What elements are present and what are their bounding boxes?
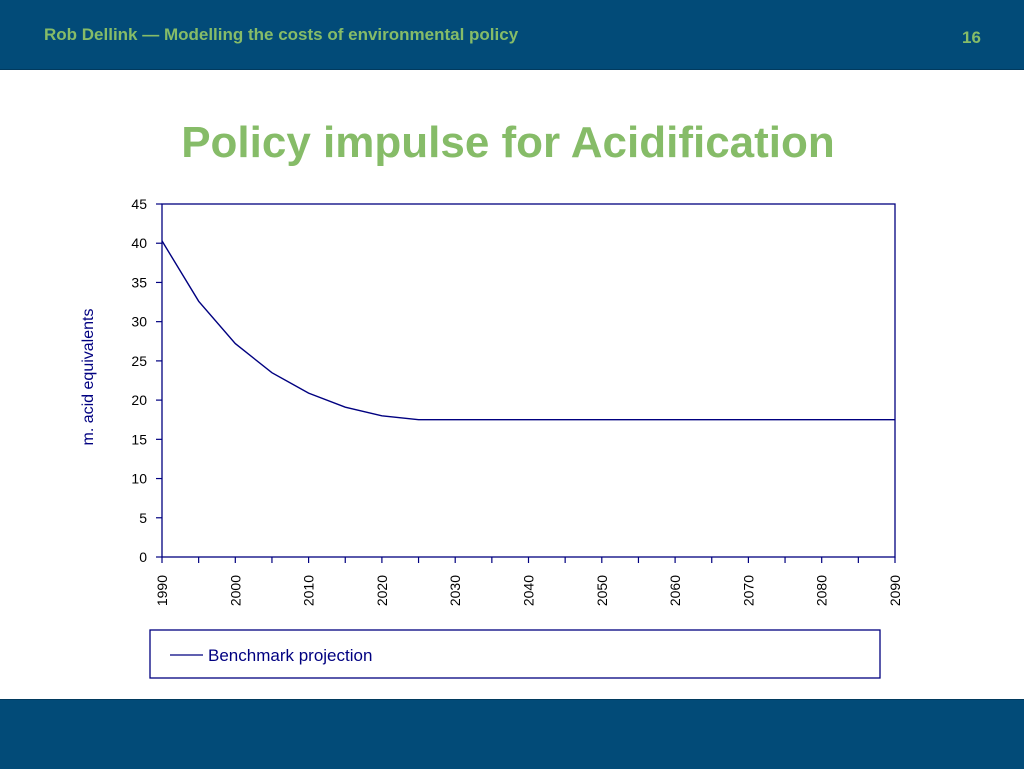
x-tick-label: 2030 (447, 575, 463, 606)
plot-area (161, 203, 896, 558)
x-tick-label: 2080 (814, 575, 830, 606)
x-tick-label: 2000 (227, 575, 243, 606)
x-axis: 1990 2000 2010 2020 2030 2040 2050 2060 2070 2080… (154, 557, 903, 606)
y-tick-label: 15 (131, 431, 147, 447)
y-tick-label: 0 (139, 549, 147, 565)
presentation-title: Rob Dellink — Modelling the costs of env… (44, 25, 519, 44)
y-axis: 0 5 10 15 20 25 30 35 40 45 (131, 196, 162, 565)
x-tick-label: 2040 (521, 575, 537, 606)
x-tick-label: 2020 (374, 575, 390, 606)
y-tick-label: 30 (131, 314, 147, 330)
acidification-line-chart: 0 5 10 15 20 25 30 35 40 45 1990 2000 2010 2020 2030 2… (80, 196, 903, 679)
legend-label: Benchmark projection (208, 646, 372, 665)
x-tick-label: 2060 (667, 575, 683, 606)
footer-bar (0, 699, 1024, 769)
x-tick-label: 2010 (301, 575, 317, 606)
y-tick-label: 10 (131, 471, 147, 487)
y-tick-label: 35 (131, 274, 147, 290)
legend-box (149, 629, 881, 679)
y-tick-label: 45 (131, 196, 147, 212)
series-layer (161, 240, 895, 421)
x-tick-label: 1990 (154, 575, 170, 606)
series-line-benchmark-projection (161, 240, 895, 421)
y-tick-label: 5 (139, 510, 147, 526)
header-bar: Rob Dellink — Modelling the costs of env… (0, 0, 1024, 70)
x-tick-label: 2050 (594, 575, 610, 606)
y-tick-label: 40 (131, 235, 147, 251)
slide-title: Policy impulse for Acidification (181, 118, 835, 167)
x-tick-label: 2090 (887, 575, 903, 606)
slide-number: 16 (962, 28, 981, 47)
y-tick-label: 25 (131, 353, 147, 369)
x-tick-label: 2070 (740, 575, 756, 606)
y-tick-label: 20 (131, 392, 147, 408)
y-axis-title: m. acid equivalents (80, 309, 97, 446)
